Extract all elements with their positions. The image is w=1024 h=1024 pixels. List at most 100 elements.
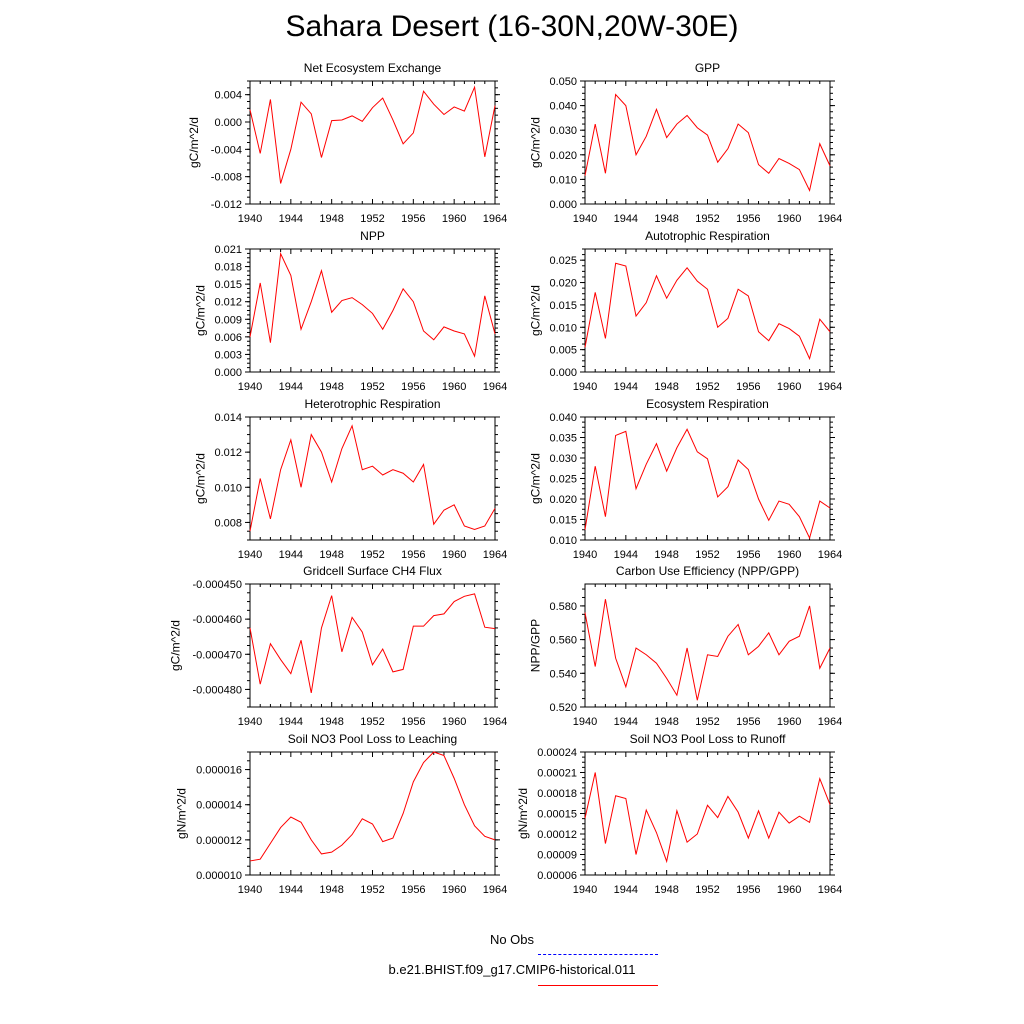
y-tick-label: 0.000014 xyxy=(196,800,242,812)
x-tick-label: 1944 xyxy=(279,716,303,728)
x-tick-label: 1956 xyxy=(401,884,425,896)
x-tick-label: 1940 xyxy=(573,381,597,393)
x-tick-label: 1944 xyxy=(279,549,303,561)
panel-title: Carbon Use Efficiency (NPP/GPP) xyxy=(616,564,799,578)
x-tick-label: 1960 xyxy=(777,381,801,393)
x-tick-label: 1960 xyxy=(442,549,466,561)
x-tick-label: 1948 xyxy=(319,381,343,393)
y-axis-label: gC/m^2/d xyxy=(168,620,182,671)
y-tick-label: -0.000480 xyxy=(192,684,242,696)
y-axis-label: gC/m^2/d xyxy=(194,453,208,504)
y-tick-label: 0.00015 xyxy=(537,809,577,821)
chart-panel-5: Ecosystem Respiration 1940 1944 1948 1952 195… xyxy=(529,397,843,561)
x-tick-label: 1956 xyxy=(401,549,425,561)
y-tick-label: 0.520 xyxy=(549,702,577,714)
y-tick-label: 0.000016 xyxy=(196,765,242,777)
y-tick-label: -0.012 xyxy=(211,199,242,211)
y-tick-label: 0.014 xyxy=(214,412,242,424)
y-tick-label: 0.020 xyxy=(549,494,577,506)
x-tick-label: 1956 xyxy=(736,549,760,561)
panel-title: GPP xyxy=(695,61,720,75)
y-tick-label: 0.00018 xyxy=(537,788,577,800)
x-tick-label: 1940 xyxy=(573,213,597,225)
y-tick-label: 0.020 xyxy=(549,278,577,290)
panel-title: Soil NO3 Pool Loss to Leaching xyxy=(288,732,457,746)
x-tick-label: 1952 xyxy=(695,884,719,896)
series-line xyxy=(249,751,496,862)
x-tick-label: 1944 xyxy=(614,213,638,225)
x-tick-label: 1952 xyxy=(695,213,719,225)
x-tick-label: 1952 xyxy=(360,549,384,561)
y-tick-label: 0.015 xyxy=(549,515,577,527)
plot-frame xyxy=(584,80,831,205)
chart-panel-4: Heterotrophic Respiration 1940 1944 1948 195… xyxy=(194,397,508,561)
series-line xyxy=(249,424,496,532)
x-tick-label: 1956 xyxy=(401,381,425,393)
x-tick-label: 1940 xyxy=(238,884,262,896)
x-tick-label: 1944 xyxy=(614,549,638,561)
x-tick-label: 1944 xyxy=(614,884,638,896)
y-tick-label: 0.012 xyxy=(214,297,242,309)
plot-frame xyxy=(584,583,831,708)
plot-frame xyxy=(249,751,496,876)
y-axis-label: gN/m^2/d xyxy=(516,788,530,839)
panel-title: Gridcell Surface CH4 Flux xyxy=(303,564,442,578)
y-tick-label: 0.012 xyxy=(214,447,242,459)
y-tick-label: 0.00021 xyxy=(537,768,577,780)
x-tick-label: 1948 xyxy=(654,716,678,728)
x-tick-label: 1964 xyxy=(483,213,507,225)
x-tick-label: 1944 xyxy=(614,716,638,728)
panel-title: Ecosystem Respiration xyxy=(646,397,769,411)
x-tick-label: 1964 xyxy=(483,884,507,896)
y-tick-label: 0.560 xyxy=(549,635,577,647)
y-tick-label: -0.008 xyxy=(211,172,242,184)
x-tick-label: 1940 xyxy=(238,549,262,561)
y-tick-label: 0.025 xyxy=(549,474,577,486)
x-tick-label: 1960 xyxy=(442,213,466,225)
legend-line-model xyxy=(538,985,658,986)
y-tick-label: 0.040 xyxy=(549,101,577,113)
x-tick-label: 1948 xyxy=(319,213,343,225)
x-tick-label: 1960 xyxy=(442,381,466,393)
x-tick-label: 1960 xyxy=(777,716,801,728)
y-tick-label: 0.025 xyxy=(549,255,577,267)
y-tick-label: -0.000450 xyxy=(192,579,242,591)
x-tick-label: 1960 xyxy=(442,884,466,896)
y-tick-label: 0.580 xyxy=(549,601,577,613)
y-tick-label: 0.030 xyxy=(549,453,577,465)
y-tick-label: 0.015 xyxy=(214,279,242,291)
legend-line-no-obs xyxy=(538,954,658,955)
y-tick-label: 0.015 xyxy=(549,300,577,312)
x-tick-label: 1964 xyxy=(818,716,842,728)
x-tick-label: 1944 xyxy=(279,213,303,225)
y-axis-label: NPP/GPP xyxy=(529,619,543,672)
y-tick-label: 0.010 xyxy=(549,174,577,186)
chart-panel-8: Soil NO3 Pool Loss to Leaching 1940 1944 19… xyxy=(175,732,508,896)
x-tick-label: 1964 xyxy=(818,549,842,561)
plot-frame xyxy=(584,751,831,876)
y-axis-label: gC/m^2/d xyxy=(529,285,543,336)
x-tick-label: 1956 xyxy=(736,381,760,393)
y-axis-label: gC/m^2/d xyxy=(529,117,543,168)
x-tick-label: 1952 xyxy=(360,884,384,896)
panel-title: Autotrophic Respiration xyxy=(645,229,770,243)
x-tick-label: 1964 xyxy=(818,884,842,896)
x-tick-label: 1952 xyxy=(695,381,719,393)
x-tick-label: 1960 xyxy=(777,213,801,225)
series-line xyxy=(584,428,831,540)
chart-panel-9: Soil NO3 Pool Loss to Runoff 1940 1944 1948… xyxy=(516,732,842,896)
x-tick-label: 1956 xyxy=(736,213,760,225)
y-tick-label: 0.00009 xyxy=(537,850,577,862)
y-tick-label: 0.00024 xyxy=(537,747,577,759)
x-tick-label: 1960 xyxy=(442,716,466,728)
y-tick-label: 0.000012 xyxy=(196,835,242,847)
legend-label-no-obs: No Obs xyxy=(489,932,535,947)
chart-panel-7: Carbon Use Efficiency (NPP/GPP) 1940 1944 1… xyxy=(529,564,843,728)
y-tick-label: 0.010 xyxy=(549,322,577,334)
series-line xyxy=(249,251,496,358)
x-tick-label: 1948 xyxy=(654,381,678,393)
x-tick-label: 1952 xyxy=(360,716,384,728)
x-tick-label: 1960 xyxy=(777,884,801,896)
x-tick-label: 1956 xyxy=(736,884,760,896)
y-tick-label: 0.006 xyxy=(214,332,242,344)
